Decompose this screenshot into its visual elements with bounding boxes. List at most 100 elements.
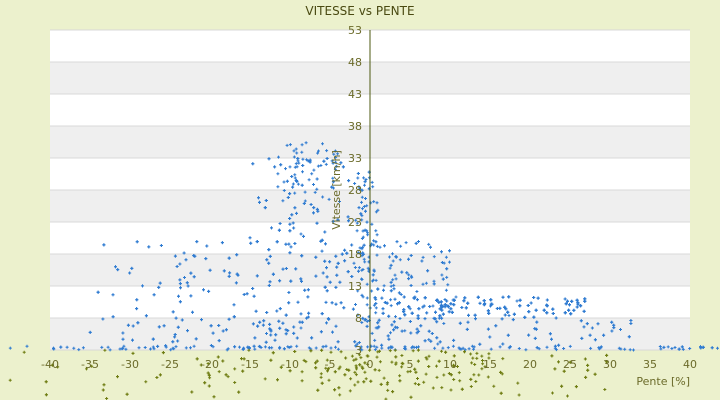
data-point — [385, 382, 389, 386]
data-point — [253, 336, 257, 340]
data-point — [314, 274, 318, 278]
data-point — [287, 346, 291, 349]
data-point — [586, 368, 590, 372]
data-point — [326, 369, 329, 373]
data-point — [398, 258, 402, 262]
data-point — [255, 240, 259, 244]
data-point — [116, 268, 120, 272]
data-point — [317, 149, 320, 153]
data-point — [191, 310, 194, 314]
data-point — [427, 242, 431, 246]
data-point — [362, 205, 366, 208]
data-point — [392, 328, 396, 332]
data-point — [331, 161, 335, 165]
data-point — [360, 200, 363, 204]
data-point — [199, 363, 203, 367]
data-point — [277, 228, 281, 232]
data-point — [442, 322, 446, 325]
data-point — [289, 245, 293, 249]
data-point — [262, 319, 266, 323]
data-point — [448, 249, 451, 253]
data-point — [527, 310, 531, 314]
data-point — [180, 318, 184, 322]
data-point — [437, 359, 441, 363]
data-point — [424, 372, 428, 376]
data-point — [293, 165, 297, 169]
data-point — [593, 372, 597, 376]
data-point — [121, 331, 125, 335]
data-point — [506, 310, 510, 314]
data-point — [414, 241, 418, 245]
data-point — [553, 367, 557, 371]
data-point — [478, 342, 482, 346]
data-point — [397, 301, 401, 305]
data-point — [302, 202, 306, 205]
data-point — [409, 254, 413, 257]
data-point — [432, 316, 436, 320]
data-point — [372, 243, 376, 247]
data-point — [467, 347, 471, 351]
data-point — [385, 301, 389, 305]
data-point — [466, 320, 470, 324]
data-point — [88, 330, 92, 334]
data-point — [315, 187, 319, 191]
data-point — [316, 164, 320, 168]
data-point — [366, 345, 370, 349]
data-point — [390, 323, 394, 327]
data-point — [151, 345, 155, 349]
data-point — [271, 351, 275, 355]
data-point — [275, 240, 279, 244]
data-point — [605, 360, 609, 364]
data-point — [357, 353, 361, 357]
data-point — [336, 347, 340, 351]
data-point — [276, 378, 279, 382]
data-point — [257, 196, 260, 200]
data-point — [108, 348, 112, 352]
x-tick-label: -25 — [161, 358, 179, 371]
data-point — [440, 273, 444, 277]
data-point — [288, 165, 292, 169]
data-point — [276, 185, 280, 189]
data-point — [407, 277, 411, 281]
data-point — [342, 306, 346, 310]
data-point — [535, 320, 539, 324]
data-point — [155, 376, 159, 379]
data-point — [314, 346, 318, 350]
data-point — [716, 346, 719, 350]
data-point — [296, 159, 300, 163]
data-point — [393, 273, 397, 277]
data-point — [507, 295, 511, 299]
data-point — [343, 248, 347, 252]
data-point — [593, 338, 597, 342]
data-point — [472, 373, 476, 377]
data-point — [300, 183, 304, 187]
data-point — [288, 217, 292, 220]
data-point — [354, 218, 358, 222]
data-point — [277, 155, 280, 159]
data-point — [548, 332, 552, 336]
data-point — [440, 349, 443, 353]
data-point — [301, 164, 305, 167]
data-point — [619, 347, 623, 351]
data-point — [288, 222, 292, 226]
x-tick-label: -40 — [41, 358, 59, 371]
data-point — [338, 393, 342, 397]
x-tick-label: 15 — [483, 358, 497, 371]
data-point — [8, 346, 12, 350]
data-point — [233, 381, 237, 384]
data-point — [299, 326, 303, 330]
data-point — [371, 279, 374, 283]
data-point — [292, 149, 296, 153]
data-point — [388, 255, 391, 259]
data-point — [273, 338, 277, 342]
data-point — [205, 244, 209, 248]
data-point — [300, 370, 304, 374]
data-point — [436, 342, 440, 346]
data-point — [499, 391, 503, 395]
data-point — [431, 304, 435, 308]
data-point — [171, 340, 175, 344]
data-point — [312, 183, 315, 186]
data-point — [362, 380, 366, 384]
data-point — [284, 332, 288, 336]
data-point — [398, 374, 402, 378]
